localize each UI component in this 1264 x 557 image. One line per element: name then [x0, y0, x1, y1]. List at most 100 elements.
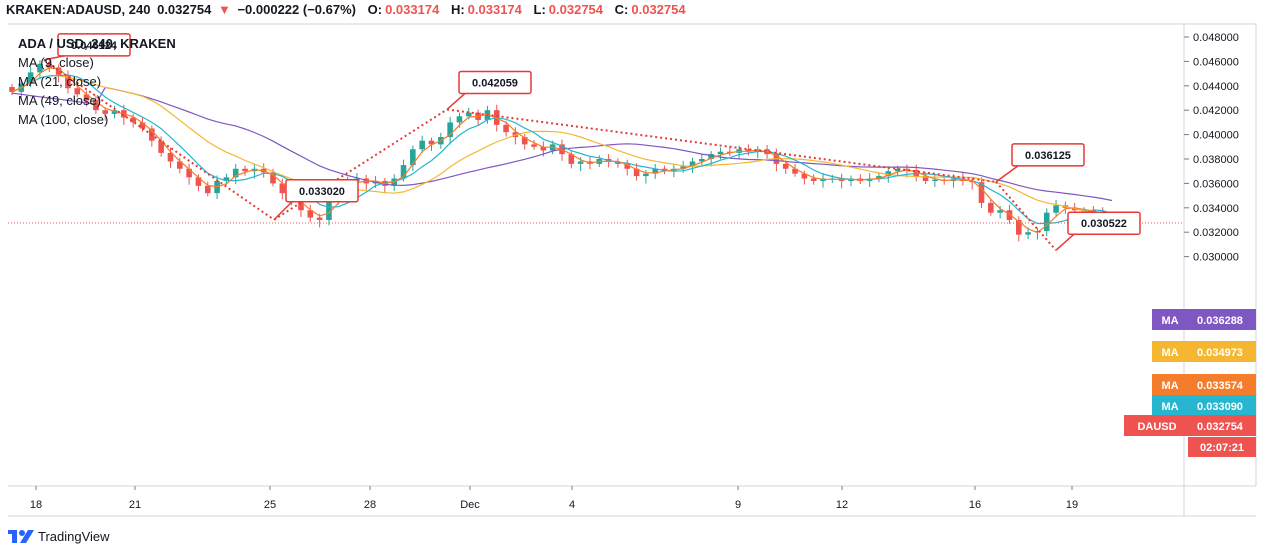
candle-body: [298, 201, 304, 211]
candle-body: [540, 146, 547, 151]
candle-body: [74, 88, 81, 95]
candle-body: [400, 165, 407, 179]
ma21-line: [11, 67, 1113, 234]
annotation-box: [1067, 211, 1141, 235]
candle-body: [745, 149, 752, 152]
annotation-pointer: [446, 92, 466, 111]
x-tick-label: 16: [969, 499, 981, 511]
legend-ma49[interactable]: MA (49, close): [18, 93, 102, 108]
annotation-pointer: [1055, 233, 1075, 251]
candle-body: [1034, 230, 1041, 233]
candle-body: [55, 67, 62, 75]
close-value: 0.032754: [631, 2, 686, 17]
y-tick-label: 0.034000: [1193, 203, 1239, 215]
candle-body: [708, 154, 714, 159]
candle-body: [810, 178, 817, 181]
last-price: 0.032754: [157, 2, 212, 17]
y-tick-label: 0.048000: [1193, 32, 1239, 44]
annotation-label: 0.036125: [1025, 150, 1071, 162]
candle-body: [158, 140, 164, 153]
legend-ma100[interactable]: MA (100, close): [18, 112, 109, 127]
annotation-pointer: [995, 165, 1019, 183]
open-value: 0.033174: [385, 2, 440, 17]
last-price-tag: DAUSD: [1137, 421, 1176, 433]
candle-body: [1006, 210, 1013, 220]
candle-body: [624, 163, 631, 169]
y-tick-label: 0.042000: [1193, 105, 1239, 117]
x-tick-label: 4: [569, 499, 575, 511]
y-tick-label: 0.038000: [1193, 154, 1239, 166]
ma-price-tag: MA: [1161, 380, 1178, 392]
low-label: L:: [533, 2, 546, 17]
annotation-label: 0.033020: [299, 186, 345, 198]
candle-body: [978, 182, 985, 203]
indicator-legend: ADA / USD, 240, KRAKEN MA (9, close) MA …: [18, 34, 176, 129]
ma9-line: [11, 74, 1113, 225]
change-arrow-icon: ▼: [217, 2, 231, 17]
trendline-down: [446, 108, 997, 183]
low-value: 0.032754: [548, 2, 604, 17]
legend-ma9[interactable]: MA (9, close): [18, 55, 94, 70]
candle-body: [307, 210, 314, 218]
y-tick-label: 0.046000: [1193, 56, 1239, 68]
open-label: O:: [367, 2, 383, 17]
annotation-pointer: [273, 201, 293, 221]
trendline-up: [273, 108, 448, 221]
x-tick-label: 19: [1066, 499, 1078, 511]
candle-body: [447, 122, 453, 138]
last-price-label: [1124, 415, 1256, 436]
x-tick-label: 12: [836, 499, 848, 511]
candle-body: [699, 159, 705, 162]
ma-price-tag: MA: [1161, 401, 1178, 413]
candle-body: [195, 177, 202, 186]
candle-body: [652, 168, 659, 174]
y-tick-label: 0.040000: [1193, 130, 1239, 142]
tradingview-name: TradingView: [38, 528, 110, 544]
candle-body: [37, 63, 43, 73]
annotation-box: [458, 70, 532, 95]
ma-price-value: 0.033090: [1197, 401, 1243, 413]
candle-body: [456, 116, 463, 123]
candle-body: [922, 176, 929, 181]
candle-body: [689, 161, 696, 167]
candle-body: [577, 161, 584, 164]
trendline-right: [995, 181, 1057, 251]
candle-body: [531, 144, 537, 147]
candle-body: [801, 173, 808, 179]
y-tick-label: 0.030000: [1193, 252, 1239, 264]
candle-body: [521, 137, 528, 145]
candle-body: [1043, 212, 1050, 231]
candle-body: [932, 179, 938, 181]
x-tick-label: 21: [129, 499, 141, 511]
candle-body: [27, 72, 34, 84]
countdown-label: [1188, 437, 1256, 457]
candle-body: [139, 122, 146, 129]
ma-price-value: 0.036288: [1197, 315, 1243, 327]
trendline-left: [43, 59, 275, 221]
candle-body: [465, 112, 472, 117]
ma-price-label: [1152, 309, 1256, 330]
candle-body: [680, 166, 686, 169]
candle-body: [503, 124, 509, 133]
candle-body: [270, 172, 276, 184]
ma-price-label: [1152, 395, 1256, 416]
y-tick-label: 0.036000: [1193, 178, 1239, 190]
symbol-title[interactable]: KRAKEN:ADAUSD, 240: [6, 2, 151, 17]
tradingview-logo[interactable]: TradingView: [8, 528, 110, 544]
legend-ma21[interactable]: MA (21, close): [18, 74, 102, 89]
annotation-box: [285, 179, 359, 203]
candle-body: [232, 168, 239, 178]
candle-body: [988, 202, 994, 213]
candle-body: [904, 168, 910, 170]
legend-pair[interactable]: ADA / USD, 240, KRAKEN: [18, 36, 176, 51]
price-change: −0.000222 (−0.67%): [237, 2, 356, 17]
x-tick-label: 28: [364, 499, 376, 511]
candle-body: [419, 140, 425, 150]
candle-body: [65, 74, 71, 89]
x-tick-label: 9: [735, 499, 741, 511]
candle-body: [130, 117, 136, 123]
ma-price-label: [1152, 374, 1256, 395]
candle-body: [633, 168, 640, 177]
candle-body: [1053, 205, 1059, 213]
